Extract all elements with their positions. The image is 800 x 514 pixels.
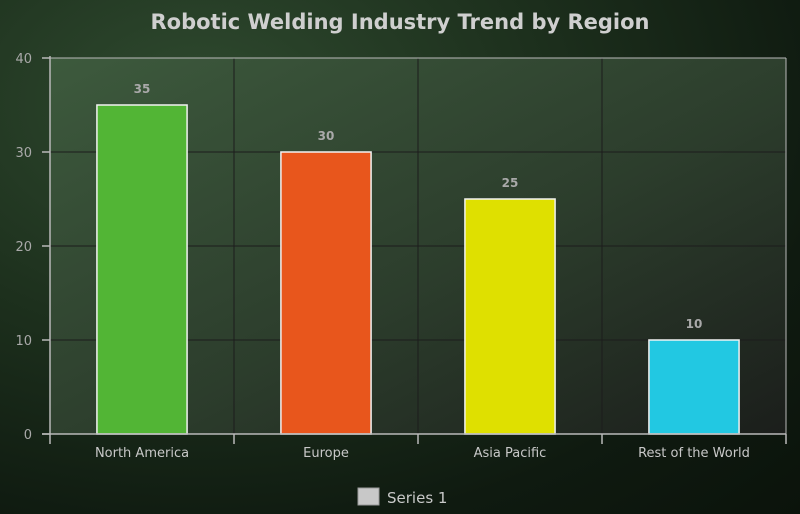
- chart-title: Robotic Welding Industry Trend by Region: [150, 10, 649, 34]
- bar[interactable]: [280, 151, 372, 435]
- legend[interactable]: Series 1: [357, 487, 447, 507]
- y-tick-label: 10: [15, 334, 32, 349]
- y-tick-label: 0: [24, 428, 32, 443]
- labels: 35 North America 30 Europe 25 Asia Pacific 10 R…: [15, 52, 749, 461]
- data-label: 25: [502, 176, 519, 190]
- bars: [96, 104, 740, 435]
- x-tick-label: Europe: [303, 446, 349, 461]
- bar[interactable]: [96, 104, 188, 435]
- legend-label: Series 1: [387, 489, 447, 507]
- y-tick-label: 20: [15, 240, 32, 255]
- data-label: 35: [134, 82, 151, 96]
- x-tick-label: North America: [95, 446, 189, 461]
- data-label: 10: [686, 317, 703, 331]
- y-tick-label: 40: [15, 52, 32, 67]
- data-label: 30: [318, 129, 335, 143]
- x-tick-label: Rest of the World: [638, 446, 750, 461]
- bar[interactable]: [464, 198, 556, 435]
- axes: [42, 56, 787, 444]
- y-tick-label: 30: [15, 146, 32, 161]
- bar[interactable]: [648, 339, 740, 435]
- legend-swatch: [357, 487, 380, 506]
- x-tick-label: Asia Pacific: [474, 446, 547, 461]
